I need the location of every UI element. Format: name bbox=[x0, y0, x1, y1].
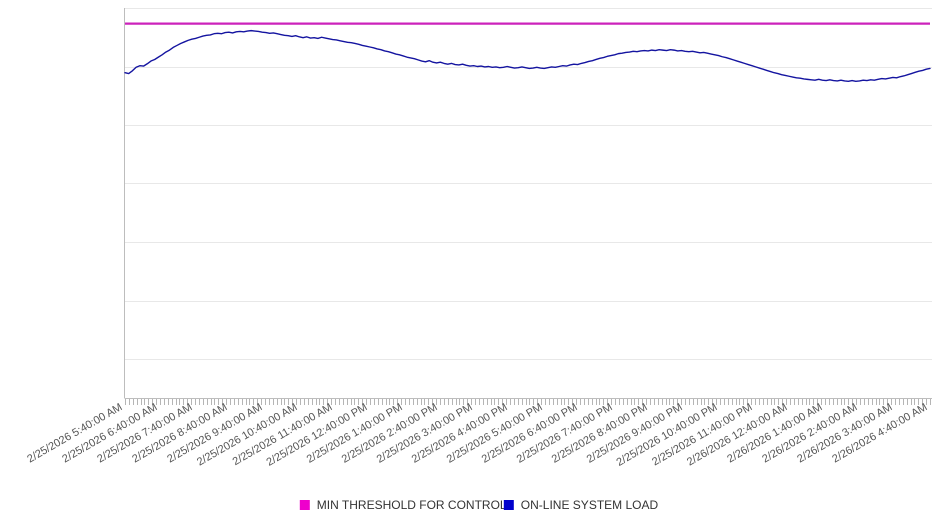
gridlines bbox=[125, 8, 932, 360]
x-axis-minor-ticks bbox=[125, 399, 931, 405]
legend-swatch bbox=[503, 500, 514, 510]
data-series-group bbox=[124, 22, 931, 83]
legend-label: MIN THRESHOLD FOR CONTROL bbox=[317, 498, 507, 512]
data-line-system-load bbox=[124, 29, 931, 83]
legend-label: ON-LINE SYSTEM LOAD bbox=[521, 498, 659, 512]
x-axis-tick-labels: 2/25/2026 5:40:00 AM2/25/2026 6:40:00 AM… bbox=[25, 401, 929, 469]
chart-legend: MIN THRESHOLD FOR CONTROL ON-LINE SYSTEM … bbox=[299, 498, 659, 512]
legend-swatch bbox=[299, 500, 310, 510]
